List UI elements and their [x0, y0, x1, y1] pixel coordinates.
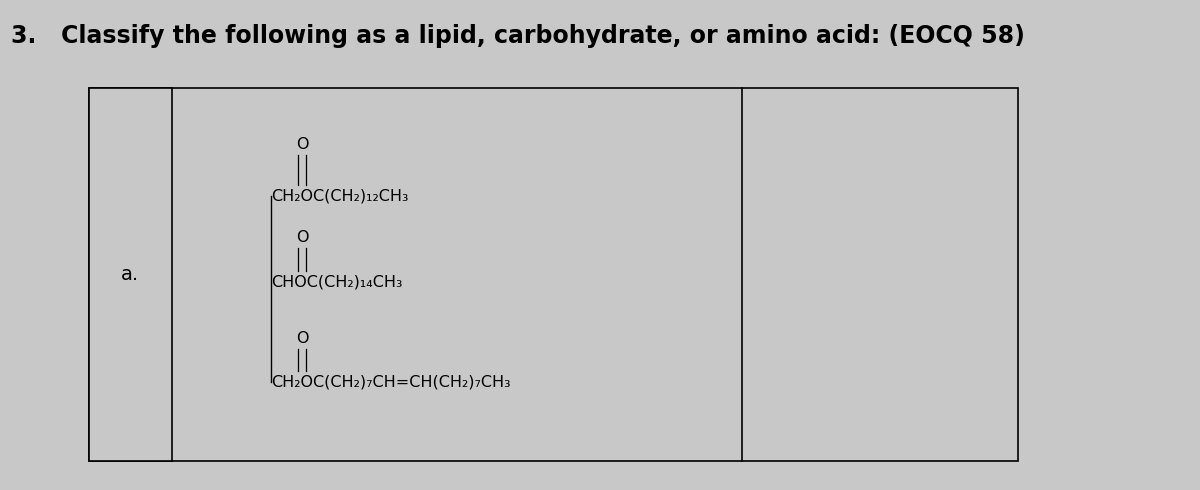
- Text: CH₂OC(CH₂)₁₂CH₃: CH₂OC(CH₂)₁₂CH₃: [271, 189, 409, 203]
- Text: O: O: [296, 331, 308, 345]
- Text: CH₂OC(CH₂)₇CH=CH(CH₂)₇CH₃: CH₂OC(CH₂)₇CH=CH(CH₂)₇CH₃: [271, 375, 511, 390]
- Bar: [89, 88, 1019, 461]
- Bar: [89, 88, 172, 461]
- Text: O: O: [296, 230, 308, 245]
- Text: 3.   Classify the following as a lipid, carbohydrate, or amino acid: (EOCQ 58): 3. Classify the following as a lipid, ca…: [11, 24, 1025, 49]
- Text: CHOC(CH₂)₁₄CH₃: CHOC(CH₂)₁₄CH₃: [271, 274, 403, 289]
- Text: a.: a.: [121, 265, 139, 284]
- Text: O: O: [296, 137, 308, 152]
